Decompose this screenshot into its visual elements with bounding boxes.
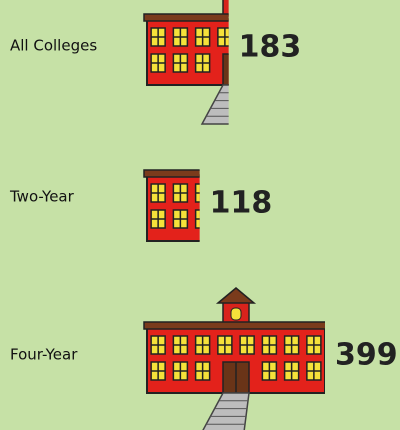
building-roof bbox=[144, 322, 328, 329]
category-label: Two-Year bbox=[9, 188, 75, 206]
page: {"chart_data": {"type": "pictograph", "c… bbox=[0, 0, 400, 430]
cupola-window bbox=[231, 308, 241, 320]
value-label: 118 bbox=[210, 186, 273, 221]
chart: All Colleges 183 Two-Year 118 Four-Year 399 bbox=[0, 0, 400, 430]
value-label: 183 bbox=[239, 30, 302, 65]
category-label: All Colleges bbox=[10, 37, 97, 55]
category-label: Four-Year bbox=[10, 346, 78, 364]
value-label: 399 bbox=[335, 338, 398, 373]
